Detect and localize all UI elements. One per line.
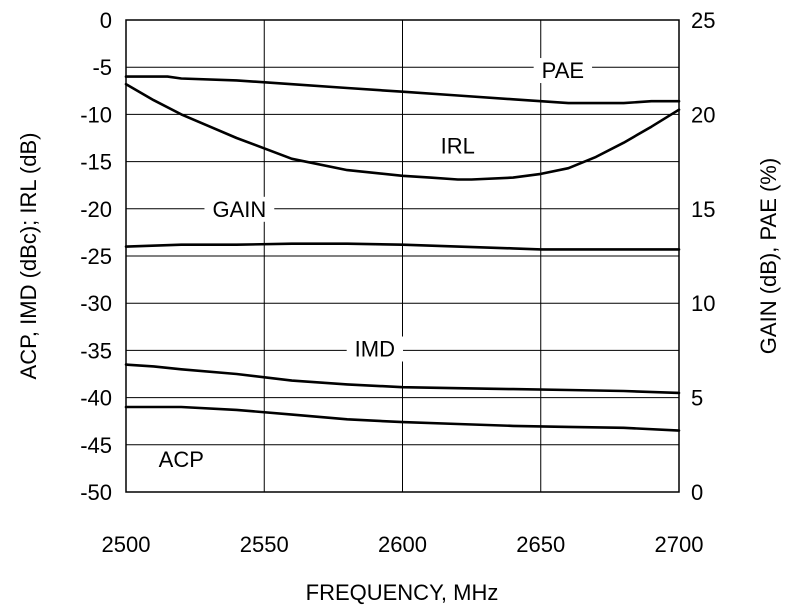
right-y-tick-label: 0: [691, 480, 703, 505]
right-y-tick-label: 10: [691, 291, 715, 316]
left-y-tick-label: -45: [80, 433, 112, 458]
series-lines: [124, 75, 681, 432]
x-tick-labels: 2500 2550 2600 2650 2700: [102, 532, 704, 557]
left-y-axis-title: ACP, IMD (dBc); IRL (dB): [16, 133, 41, 380]
left-y-tick-label: -25: [80, 244, 112, 269]
series-line-pae: [124, 75, 681, 105]
left-y-tick-label: -20: [80, 197, 112, 222]
x-tick-label: 2600: [378, 532, 427, 557]
x-tick-label: 2500: [102, 532, 151, 557]
left-y-tick-label: -10: [80, 102, 112, 127]
right-y-tick-label: 5: [691, 386, 703, 411]
right-y-tick-label: 20: [691, 102, 715, 127]
series-label-acp: ACP: [159, 447, 204, 472]
series-label-pae: PAE: [542, 58, 584, 83]
left-y-tick-label: -15: [80, 150, 112, 175]
series-label-imd-background: [346, 336, 404, 362]
series-line-irl: [124, 82, 681, 181]
left-y-tick-label: -5: [92, 55, 112, 80]
series-label-gain: GAIN: [212, 197, 266, 222]
series-line-acp: [124, 405, 681, 432]
x-axis-title: FREQUENCY, MHz: [306, 580, 499, 605]
left-y-tick-label: -30: [80, 291, 112, 316]
x-tick-label: 2650: [516, 532, 565, 557]
series-label-gain-background: [204, 196, 275, 222]
series-line-gain: [124, 242, 681, 251]
plot-frame: [125, 19, 680, 493]
right-y-axis-title: GAIN (dB), PAE (%): [756, 158, 781, 354]
series-labels: IRL IMD ACP PAE GAIN: [150, 58, 593, 472]
x-tick-label: 2700: [655, 532, 704, 557]
right-y-tick-label: 15: [691, 197, 715, 222]
x-tick-label: 2550: [240, 532, 289, 557]
right-y-tick-label: 25: [691, 8, 715, 33]
series-line-imd: [124, 363, 681, 395]
series-label-irl-background: [432, 133, 483, 159]
left-y-tick-label: -50: [80, 480, 112, 505]
series-label-irl: IRL: [441, 134, 475, 159]
series-label-pae-background: [533, 58, 593, 84]
left-y-tick-label: 0: [100, 8, 112, 33]
left-y-tick-label: -40: [80, 386, 112, 411]
left-y-tick-label: -35: [80, 338, 112, 363]
right-y-tick-labels: 25 20 15 10 5 0: [691, 8, 715, 505]
series-label-acp-background: [150, 446, 212, 472]
left-y-tick-labels: 0 -5 -10 -15 -20 -25 -30 -35 -40 -45 -50: [80, 8, 112, 505]
series-label-imd: IMD: [355, 337, 395, 362]
